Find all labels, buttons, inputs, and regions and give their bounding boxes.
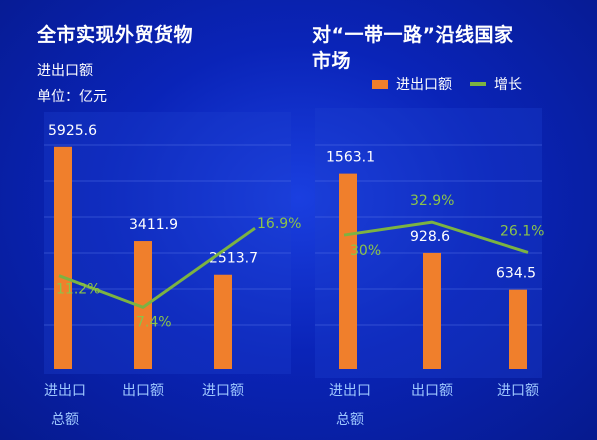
legend-line-label: 增长 bbox=[494, 77, 522, 93]
left-bar bbox=[54, 146, 72, 369]
left-chart-title: 全市实现外贸货物 bbox=[37, 24, 194, 46]
left-bar bbox=[134, 241, 152, 369]
right-growth-label: 30% bbox=[350, 243, 381, 259]
right-bar-value-label: 1563.1 bbox=[326, 150, 375, 166]
left-plot-area bbox=[44, 112, 291, 374]
right-chart-title-line2: 市场 bbox=[312, 50, 352, 72]
left-growth-label: 11.2% bbox=[56, 282, 100, 298]
left-category-label: 进出口 bbox=[44, 383, 86, 399]
right-growth-label: 26.1% bbox=[500, 223, 544, 239]
right-bar bbox=[509, 289, 527, 369]
right-category-label-line2: 总额 bbox=[336, 412, 364, 428]
legend-bar-label: 进出口额 bbox=[396, 77, 452, 93]
right-bar-value-label: 634.5 bbox=[496, 266, 536, 282]
left-category-label-line2: 总额 bbox=[51, 412, 79, 428]
right-category-label: 出口额 bbox=[411, 383, 453, 399]
left-growth-line bbox=[58, 226, 256, 309]
right-bar-value-label: 928.6 bbox=[410, 229, 450, 245]
right-bar bbox=[339, 173, 357, 369]
right-category-label: 进口额 bbox=[497, 383, 539, 399]
legend-line-swatch bbox=[470, 82, 486, 86]
right-growth-line bbox=[343, 220, 529, 254]
right-growth-label: 32.9% bbox=[410, 193, 454, 209]
left-growth-label: 16.9% bbox=[257, 216, 301, 232]
legend-item-line: 增长 bbox=[470, 74, 522, 94]
right-bar bbox=[423, 252, 441, 369]
left-chart-unit: 单位：亿元 bbox=[37, 89, 107, 105]
legend-item-bars: 进出口额 bbox=[372, 74, 452, 94]
legend-bar-swatch bbox=[372, 79, 388, 89]
left-bar-value-label: 3411.9 bbox=[129, 217, 178, 233]
right-chart-title-line1: 对“一带一路”沿线国家 bbox=[312, 24, 514, 46]
left-bar bbox=[214, 274, 232, 369]
left-bar-value-label: 5925.6 bbox=[48, 123, 97, 139]
left-category-label: 出口额 bbox=[122, 383, 164, 399]
left-bar-value-label: 2513.7 bbox=[209, 251, 258, 267]
left-category-label: 进口额 bbox=[202, 383, 244, 399]
left-growth-label: 7.4% bbox=[136, 314, 172, 330]
left-chart-subtitle: 进出口额 bbox=[37, 63, 93, 79]
chart-legend: 进出口额 增长 bbox=[372, 74, 540, 94]
right-category-label: 进出口 bbox=[329, 383, 371, 399]
